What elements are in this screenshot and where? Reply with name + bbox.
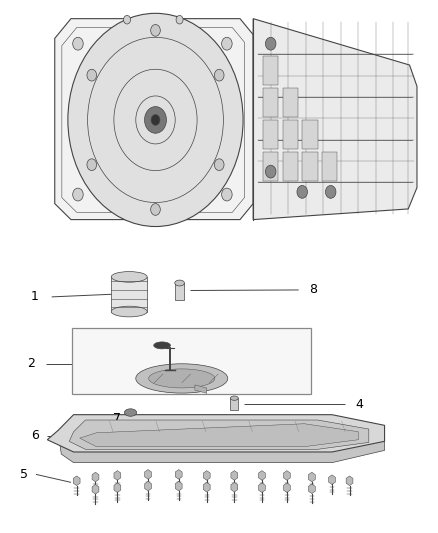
Polygon shape (145, 470, 152, 479)
Text: 5: 5 (20, 468, 28, 481)
Polygon shape (203, 471, 210, 480)
Polygon shape (92, 484, 99, 494)
Ellipse shape (154, 342, 170, 349)
Polygon shape (308, 472, 315, 482)
Ellipse shape (124, 409, 137, 416)
Circle shape (87, 69, 97, 81)
Bar (111, 277, 147, 311)
Circle shape (151, 115, 160, 125)
Bar (263, 120, 278, 149)
Polygon shape (55, 19, 253, 220)
Circle shape (151, 204, 160, 215)
Polygon shape (58, 431, 385, 463)
Polygon shape (203, 482, 210, 492)
Bar (72, 328, 311, 394)
Bar (263, 56, 278, 85)
Circle shape (68, 13, 243, 227)
Text: 2: 2 (28, 357, 35, 370)
Polygon shape (283, 471, 290, 480)
Text: 6: 6 (31, 430, 39, 442)
Polygon shape (258, 471, 265, 480)
Bar (283, 88, 298, 117)
Circle shape (124, 15, 131, 24)
Circle shape (222, 37, 232, 50)
Circle shape (214, 159, 224, 171)
Polygon shape (80, 424, 358, 447)
Polygon shape (114, 471, 121, 480)
Circle shape (151, 25, 160, 36)
Bar (175, 283, 184, 300)
Polygon shape (73, 476, 80, 486)
Circle shape (73, 37, 83, 50)
Ellipse shape (111, 271, 147, 282)
Circle shape (214, 69, 224, 81)
Circle shape (297, 185, 307, 198)
Bar (283, 120, 298, 149)
Ellipse shape (148, 369, 215, 388)
Bar (283, 152, 298, 181)
Ellipse shape (230, 396, 238, 400)
Polygon shape (175, 481, 182, 491)
Polygon shape (231, 482, 238, 492)
Circle shape (87, 159, 97, 171)
Text: 3: 3 (262, 336, 270, 349)
Bar (230, 398, 238, 410)
Circle shape (73, 188, 83, 201)
Text: 1: 1 (31, 290, 39, 303)
Circle shape (145, 107, 166, 133)
Ellipse shape (136, 364, 228, 393)
Circle shape (265, 165, 276, 178)
Text: 8: 8 (309, 284, 317, 296)
Polygon shape (253, 19, 417, 220)
Polygon shape (175, 470, 182, 479)
Circle shape (222, 188, 232, 201)
Circle shape (176, 15, 183, 24)
Bar (263, 152, 278, 181)
Polygon shape (69, 420, 369, 449)
Polygon shape (47, 415, 385, 452)
Polygon shape (258, 483, 265, 492)
Polygon shape (114, 483, 121, 492)
Polygon shape (283, 483, 290, 492)
Polygon shape (328, 475, 336, 484)
Polygon shape (92, 472, 99, 482)
Bar (302, 120, 318, 149)
Text: 7: 7 (113, 412, 121, 425)
Polygon shape (145, 481, 152, 491)
Polygon shape (346, 476, 353, 486)
Circle shape (265, 37, 276, 50)
Text: 4: 4 (355, 398, 363, 410)
Polygon shape (308, 484, 315, 494)
Circle shape (325, 185, 336, 198)
Polygon shape (231, 471, 238, 480)
Bar (302, 152, 318, 181)
Ellipse shape (175, 280, 184, 286)
Bar (263, 88, 278, 117)
Bar (322, 152, 337, 181)
Polygon shape (195, 385, 207, 393)
Ellipse shape (111, 306, 147, 317)
